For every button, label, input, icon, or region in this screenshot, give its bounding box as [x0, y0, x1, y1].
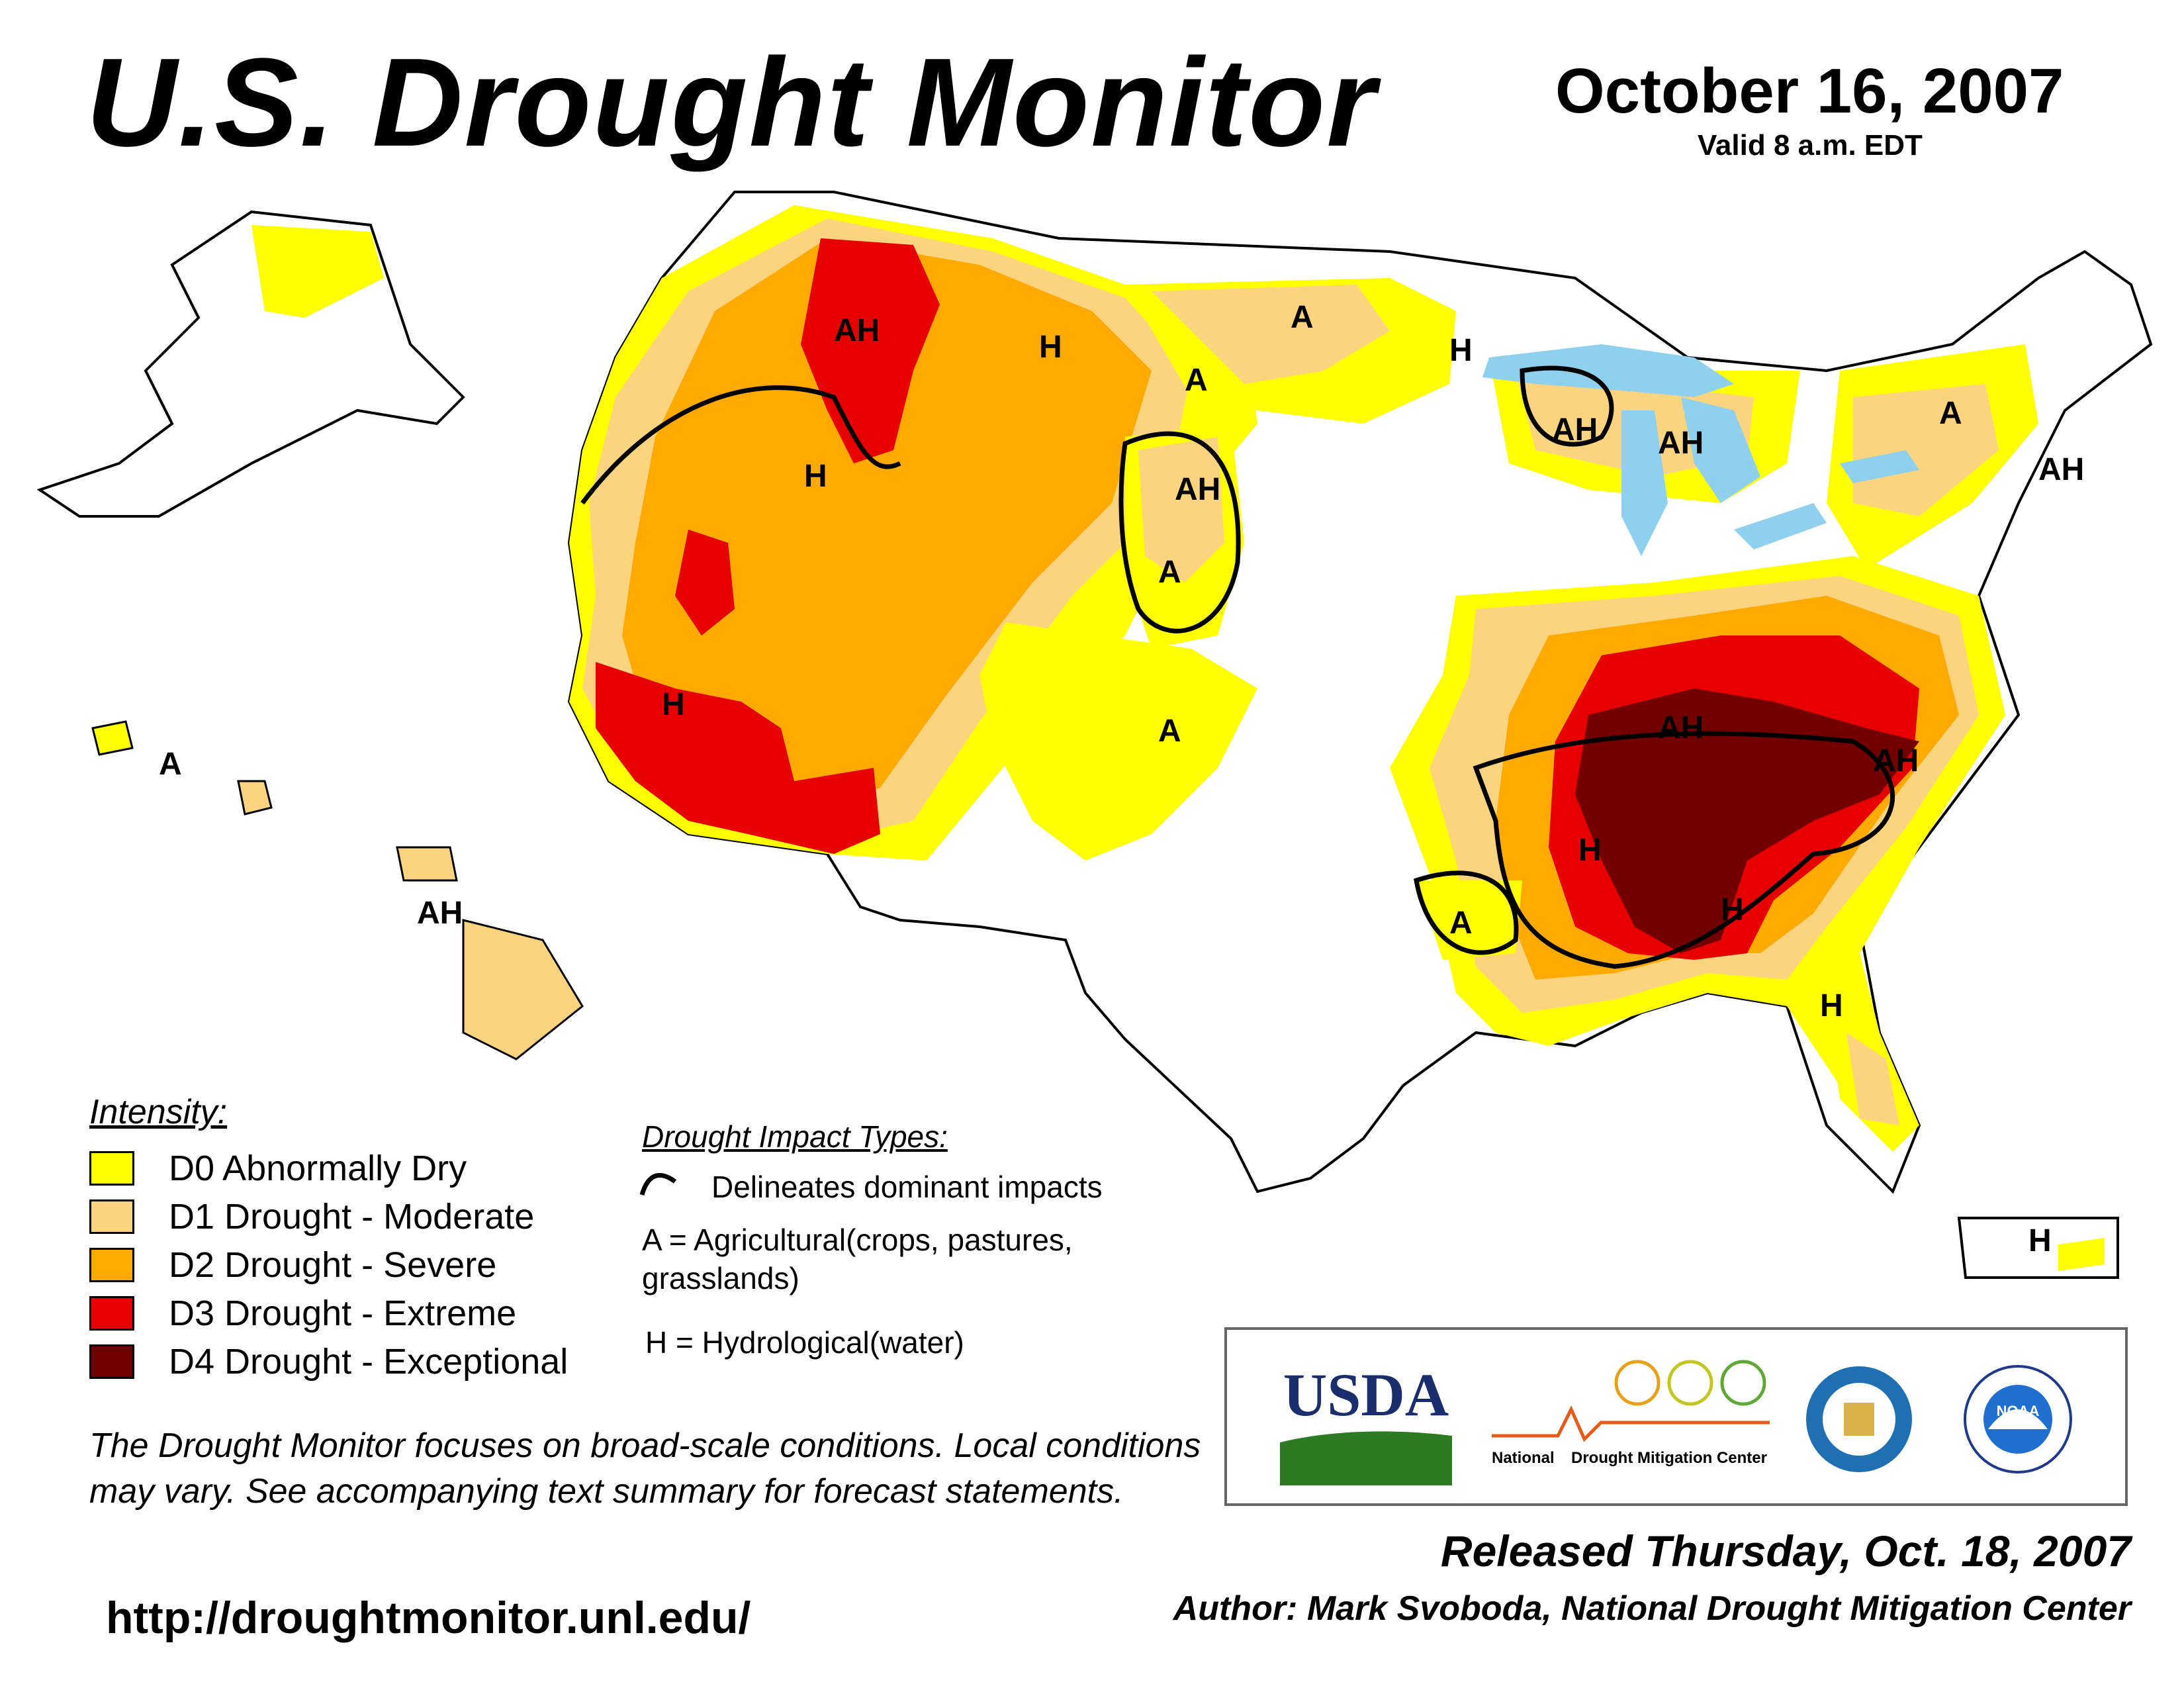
alaska-outline [36, 210, 465, 518]
lake-huron [1681, 397, 1760, 503]
lake-erie [1734, 503, 1827, 549]
ndmc-left: National [1492, 1449, 1555, 1467]
hawaii-oahu [237, 780, 273, 816]
valid-time: Valid 8 a.m. EDT [1698, 129, 1923, 162]
commerce-seal-icon [1806, 1366, 1912, 1472]
map-label: H [1820, 988, 1843, 1023]
author-credit: Author: Mark Svoboda, National Drought M… [1173, 1589, 2131, 1628]
monitor-url[interactable]: http://droughtmonitor.unl.edu/ [106, 1593, 751, 1643]
map-label: AH [1873, 743, 1919, 778]
lake-ontario [1840, 450, 1919, 483]
lake-michigan [1621, 410, 1668, 556]
legend-swatch-d0 [89, 1151, 134, 1186]
hawaii-kauai [91, 720, 134, 756]
map-label: A [1939, 396, 1962, 431]
map-label: H [1039, 330, 1062, 365]
legend-swatch-d2 [89, 1248, 134, 1282]
impact-boundary-ar [1414, 870, 1519, 955]
lake-superior [1482, 344, 1734, 397]
noaa-text: NOAA [1997, 1403, 2040, 1419]
map-label: A [1449, 906, 1473, 941]
partner-logos: USDA National Drought Mitigation Center … [1224, 1327, 2128, 1506]
map-label: A [159, 747, 182, 782]
legend-item-d3: D3 Drought - Extreme [89, 1293, 516, 1333]
map-label: AH [834, 313, 880, 348]
legend-item-d0: D0 Abnormally Dry [89, 1149, 467, 1188]
d3-southwest [596, 662, 880, 854]
hawaii-maui [396, 846, 458, 882]
map-label: H [1721, 892, 1744, 927]
d1-sd [1138, 437, 1224, 583]
map-label: H [662, 687, 685, 722]
map-title: U.S. Drought Monitor [86, 32, 1377, 173]
map-label: AH [1552, 412, 1598, 447]
impact-boundary-nw [580, 385, 901, 505]
d3-nevada [675, 530, 735, 635]
legend-item-d1: D1 Drought - Moderate [89, 1197, 534, 1237]
map-label: H [2028, 1223, 2052, 1258]
map-label: A [1158, 714, 1181, 749]
d3-idaho [801, 238, 940, 463]
map-date: October 16, 2007 [1555, 56, 2064, 126]
d4-southeast [1575, 688, 1919, 953]
legend-label: D3 Drought - Extreme [169, 1293, 517, 1333]
legend-swatch-d4 [89, 1344, 134, 1379]
impact-line-icon [639, 1173, 677, 1196]
puerto-rico-d0 [2058, 1238, 2105, 1271]
map-label: AH [2038, 452, 2084, 487]
legend-swatch-d3 [89, 1296, 134, 1331]
map-label: A [1185, 363, 1208, 398]
impact-delineates: Delineates dominant impacts [711, 1170, 1103, 1204]
d1-northeast [1853, 384, 1999, 516]
map-label: AH [1658, 710, 1704, 745]
legend-item-d2: D2 Drought - Severe [89, 1245, 496, 1285]
legend-item-d4: D4 Drought - Exceptional [89, 1342, 568, 1382]
hawaii-big-island [462, 919, 584, 1060]
legend-heading: Intensity: [89, 1093, 228, 1131]
disclaimer-note: The Drought Monitor focuses on broad-sca… [89, 1427, 1201, 1511]
map-label: H [804, 459, 827, 494]
d2-west [622, 238, 1152, 814]
legend-label: D2 Drought - Severe [169, 1245, 497, 1285]
map-label: AH [1658, 426, 1704, 461]
d0-colorado-band [979, 622, 1257, 861]
alaska-d0 [251, 225, 384, 318]
impact-boundary-mi [1520, 365, 1614, 447]
usda-logo-text: USDA [1283, 1361, 1449, 1429]
map-label: H [1578, 833, 1602, 868]
ndmc-right: Drought Mitigation Center [1571, 1449, 1767, 1467]
impact-boundary-se [1473, 731, 1895, 969]
impact-heading: Drought Impact Types: [642, 1119, 948, 1154]
released-date: Released Thursday, Oct. 18, 2007 [1440, 1526, 2131, 1575]
map-label: AH [1175, 472, 1220, 507]
impact-boundary-sd [1118, 431, 1241, 633]
impact-hydrological: H = Hydrological(water) [645, 1325, 964, 1360]
map-label: A [1291, 300, 1314, 335]
usda-logo-icon [1280, 1431, 1452, 1485]
legend-label: D1 Drought - Moderate [169, 1197, 535, 1237]
impact-agricultural: A = Agricultural(crops, pastures, grassl… [642, 1223, 1073, 1295]
noaa-seal-icon: NOAA [1964, 1365, 2072, 1474]
legend-swatch-d1 [89, 1199, 134, 1234]
d1-florida [1846, 1033, 1899, 1125]
ndmc-logo-icon [1492, 1360, 1770, 1442]
map-label: AH [417, 896, 463, 931]
legend-label: D0 Abnormally Dry [169, 1149, 467, 1188]
legend-label: D4 Drought - Exceptional [169, 1342, 569, 1382]
map-label: A [1158, 555, 1181, 590]
map-label: H [1449, 333, 1473, 368]
d0-louisiana [1416, 880, 1522, 960]
d1-north-plains [1152, 285, 1390, 384]
